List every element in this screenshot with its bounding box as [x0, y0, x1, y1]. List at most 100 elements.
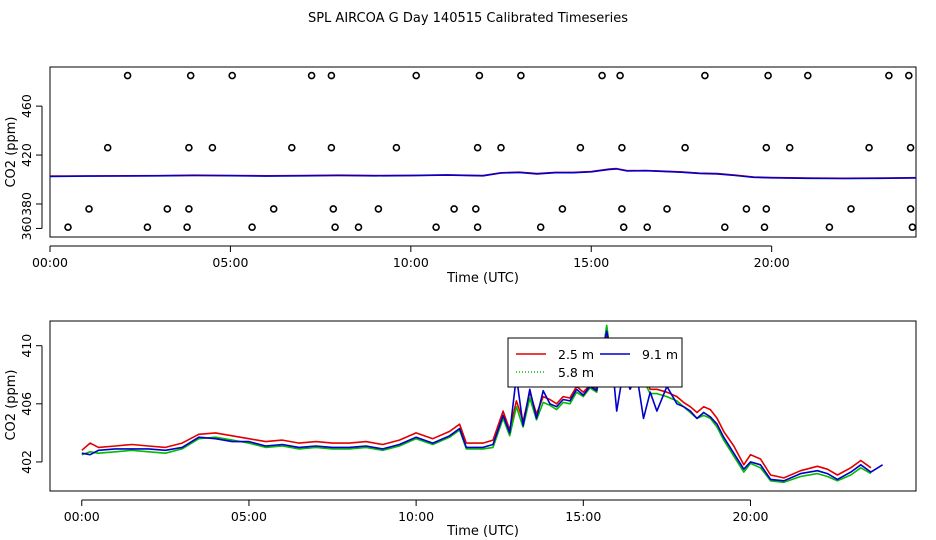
- top-plot-frame: [49, 66, 917, 238]
- top-scatter-point: [307, 71, 316, 80]
- top-scatter-point: [473, 143, 482, 152]
- bottom-series-line-2-5-m: [81, 336, 872, 479]
- figure-title: SPL AIRCOA G Day 140515 Calibrated Times…: [308, 11, 628, 26]
- top-x-tick-label: 00:00: [32, 255, 68, 270]
- top-scatter-point: [185, 143, 193, 152]
- top-scatter-point: [517, 71, 525, 80]
- top-y-tick-label: 420: [19, 143, 34, 167]
- bottom-series-line-5-8-m: [81, 324, 872, 484]
- bottom-x-tick-label: 15:00: [565, 509, 601, 524]
- top-x-tick-label: 15:00: [573, 255, 609, 270]
- top-scatter-point: [412, 71, 421, 80]
- top-scatter-point: [186, 71, 195, 80]
- top-scatter-point: [764, 71, 772, 80]
- top-scatter-point: [701, 71, 709, 80]
- bottom-x-tick-label: 00:00: [64, 509, 100, 524]
- top-scatter-point: [185, 205, 193, 213]
- top-scatter-point: [123, 71, 132, 80]
- bottom-y-tick-label: 406: [19, 392, 34, 416]
- top-scatter-point: [432, 223, 440, 231]
- legend: 2.5 m 9.1 m 5.8 m: [507, 337, 683, 388]
- top-scatter-point: [906, 205, 915, 213]
- top-x-tick-label: 05:00: [212, 255, 248, 270]
- top-scatter-point: [473, 223, 482, 231]
- legend-label-2-5m: 2.5 m: [558, 347, 594, 362]
- top-x-tick-label: 10:00: [393, 255, 429, 270]
- top-scatter-point: [143, 223, 152, 231]
- bottom-x-tick-label: 10:00: [398, 509, 434, 524]
- top-scatter-point: [329, 205, 338, 213]
- top-scatter-point: [558, 205, 567, 213]
- top-scatter-point: [762, 143, 771, 152]
- top-scatter-point: [183, 223, 191, 231]
- top-scatter-point: [450, 205, 458, 213]
- top-scatter-point: [85, 205, 93, 213]
- top-scatter-point: [327, 143, 336, 152]
- top-scatter-point: [576, 143, 585, 152]
- bottom-x-axis-title: Time (UTC): [446, 524, 519, 539]
- top-scatter-point: [742, 205, 751, 213]
- top-scatter-point: [497, 143, 505, 152]
- top-scatter-point: [762, 205, 771, 213]
- top-y-tick-label: 460: [19, 94, 34, 118]
- top-scatter-point: [803, 71, 812, 80]
- top-scatter-point: [471, 205, 480, 213]
- bottom-series-line-9-1-m: [81, 330, 884, 482]
- top-scatter-point: [598, 71, 606, 80]
- bottom-plot-area: [81, 324, 884, 484]
- top-scatter-point: [618, 205, 626, 213]
- top-scatter-point: [906, 143, 915, 152]
- top-scatter-point: [760, 223, 769, 231]
- top-scatter-point: [536, 223, 545, 231]
- top-y-tick-label: 360: [19, 216, 34, 240]
- top-scatter-point: [616, 71, 624, 80]
- top-series-line-2-5-m: [49, 167, 917, 180]
- top-scatter-point: [475, 71, 484, 80]
- top-x-tick-label: 20:00: [754, 255, 790, 270]
- top-scatter-point: [785, 143, 794, 152]
- top-scatter-point: [865, 143, 873, 152]
- bottom-x-tick-label: 05:00: [231, 509, 267, 524]
- top-x-axis: 00:00 05:00 10:00 15:00 20:00: [32, 245, 790, 270]
- top-scatter-point: [847, 205, 855, 213]
- top-scatter-point: [327, 71, 336, 80]
- bottom-y-axis: 402 406 410: [19, 334, 43, 474]
- legend-box: [507, 337, 683, 388]
- bottom-x-axis: 00:00 05:00 10:00 15:00 20:00: [64, 499, 769, 524]
- top-series-line-9-1-m: [49, 168, 917, 180]
- top-scatter-point: [908, 223, 917, 231]
- top-scatter-point: [248, 223, 256, 231]
- top-plot-area: [49, 71, 917, 231]
- bottom-panel: 00:00 05:00 10:00 15:00 20:00 402 406 410 Time…: [4, 320, 917, 539]
- top-x-axis-title: Time (UTC): [446, 271, 519, 286]
- top-scatter-point: [392, 143, 401, 152]
- top-scatter-point: [354, 223, 363, 231]
- top-y-axis-title: CO2 (ppm): [4, 116, 19, 187]
- top-scatter-point: [720, 223, 729, 231]
- legend-label-5-8m: 5.8 m: [558, 365, 594, 380]
- top-scatter-point: [825, 223, 834, 231]
- top-scatter-point: [163, 205, 172, 213]
- top-scatter-point: [619, 223, 628, 231]
- top-scatter-point: [681, 143, 689, 152]
- top-scatter-point: [663, 205, 671, 213]
- top-scatter-point: [64, 223, 72, 231]
- bottom-y-tick-label: 410: [19, 334, 34, 358]
- top-scatter-point: [885, 71, 893, 80]
- top-scatter-point: [374, 205, 383, 213]
- top-scatter-point: [103, 143, 112, 152]
- top-scatter-point: [643, 223, 652, 231]
- top-scatter-point: [287, 143, 296, 152]
- bottom-plot-frame: [49, 320, 917, 492]
- bottom-x-tick-label: 20:00: [732, 509, 768, 524]
- top-scatter-point: [228, 71, 236, 80]
- legend-label-9-1m: 9.1 m: [642, 347, 678, 362]
- top-scatter-point: [618, 143, 626, 152]
- top-scatter-point: [269, 205, 278, 213]
- top-scatter-point: [331, 223, 339, 231]
- bottom-y-tick-label: 402: [19, 450, 34, 474]
- top-scatter-point: [208, 143, 217, 152]
